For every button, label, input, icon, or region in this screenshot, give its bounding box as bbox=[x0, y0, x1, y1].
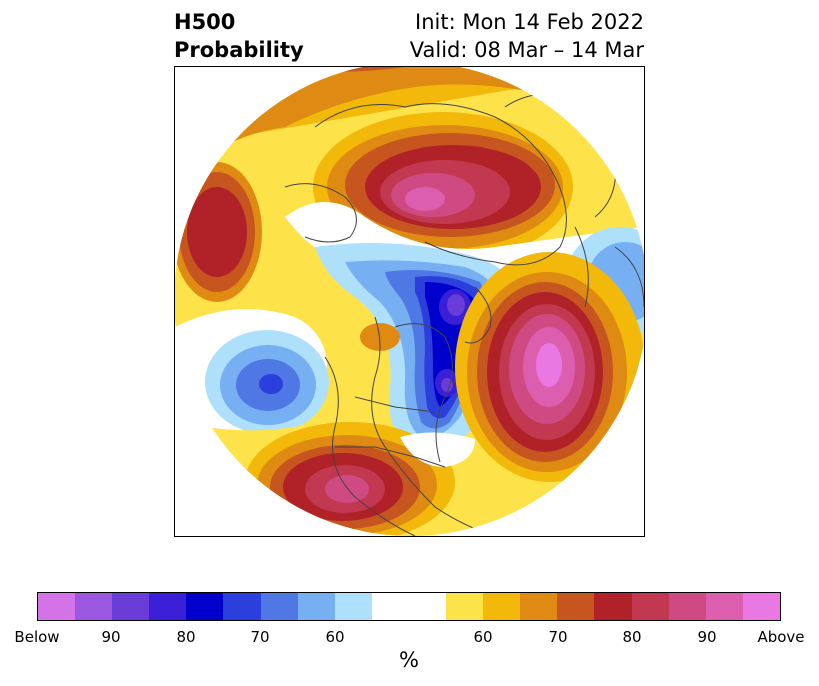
title-variable: H500 bbox=[174, 10, 236, 34]
colorbar-segment bbox=[594, 593, 632, 620]
colorbar-segment bbox=[297, 593, 335, 620]
colorbar-segment bbox=[631, 593, 669, 620]
colorbar-segment bbox=[186, 593, 224, 620]
colorbar bbox=[37, 592, 781, 621]
colorbar-segment bbox=[520, 593, 558, 620]
colorbar-segment bbox=[149, 593, 187, 620]
map-canvas bbox=[175, 67, 644, 536]
colorbar-tick-label: Below bbox=[14, 628, 60, 646]
colorbar-tick-label: 70 bbox=[548, 628, 568, 646]
colorbar-segment bbox=[38, 593, 76, 620]
colorbar-segment bbox=[334, 593, 372, 620]
map-dates: Init: Mon 14 Feb 2022 Valid: 08 Mar – 14… bbox=[410, 8, 644, 64]
map-title: H500 Probability bbox=[174, 8, 304, 64]
valid-range: Valid: 08 Mar – 14 Mar bbox=[409, 38, 644, 62]
colorbar-tick-label: 80 bbox=[176, 628, 196, 646]
colorbar-units: % bbox=[399, 648, 419, 672]
colorbar-segment bbox=[112, 593, 150, 620]
colorbar-segment bbox=[223, 593, 261, 620]
colorbar-tick-label: 80 bbox=[622, 628, 642, 646]
polar-map bbox=[174, 66, 645, 537]
probability-field bbox=[175, 67, 644, 536]
colorbar-tick-label: 90 bbox=[697, 628, 717, 646]
init-date: Init: Mon 14 Feb 2022 bbox=[415, 10, 644, 34]
colorbar-segment bbox=[371, 593, 447, 620]
colorbar-segment bbox=[705, 593, 743, 620]
colorbar-segment bbox=[75, 593, 113, 620]
colorbar-segment bbox=[483, 593, 521, 620]
colorbar-tick-label: 90 bbox=[101, 628, 121, 646]
colorbar-segment bbox=[446, 593, 484, 620]
colorbar-segment bbox=[260, 593, 298, 620]
colorbar-segment bbox=[557, 593, 595, 620]
colorbar-tick-label: 70 bbox=[250, 628, 270, 646]
colorbar-tick-label: Above bbox=[757, 628, 805, 646]
colorbar-segment bbox=[668, 593, 706, 620]
colorbar-tick-label: 60 bbox=[325, 628, 345, 646]
colorbar-segment bbox=[742, 593, 780, 620]
colorbar-tick-label: 60 bbox=[473, 628, 493, 646]
coastlines bbox=[284, 93, 644, 536]
title-product: Probability bbox=[174, 38, 304, 62]
